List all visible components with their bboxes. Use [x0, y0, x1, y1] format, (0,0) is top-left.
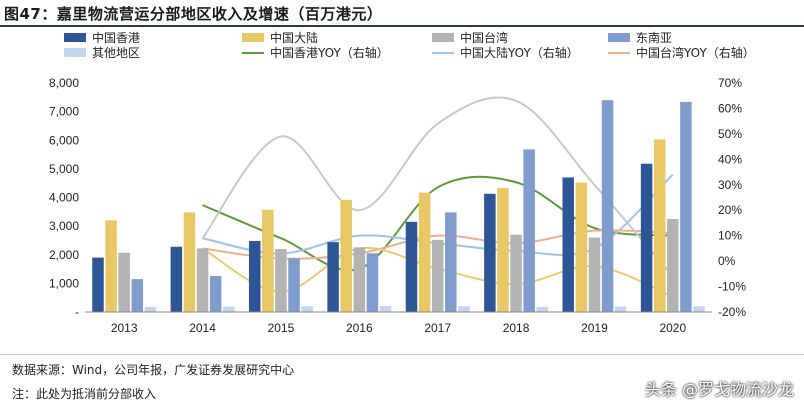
legend-label: 中国大陆 — [270, 30, 318, 45]
y2-tick-label: 30% — [718, 178, 742, 192]
bar — [445, 212, 457, 312]
y-tick-label: 8,000 — [49, 76, 79, 90]
bar — [340, 199, 352, 312]
y-tick-label: 3,000 — [49, 219, 79, 233]
legend-swatch — [64, 33, 86, 42]
y2-tick-label: 40% — [718, 152, 742, 166]
yoy-line — [202, 175, 673, 272]
bar — [196, 248, 209, 312]
chart-title: 图47：嘉里物流营运分部地区收入及增速（百万港元） — [4, 5, 383, 23]
bar — [614, 306, 627, 312]
legend-label: 中国台湾 — [460, 30, 508, 45]
bar — [562, 177, 574, 312]
y2-tick-label: -10% — [718, 280, 746, 294]
y2-tick-label: -20% — [718, 305, 746, 319]
x-tick-label: 2017 — [424, 321, 451, 335]
bar — [497, 188, 509, 312]
footnote: 注：此处为抵消前分部收入 — [12, 387, 157, 401]
legend-swatch — [432, 33, 454, 42]
x-tick-label: 2013 — [111, 321, 138, 335]
bar — [523, 149, 535, 312]
bar — [131, 279, 144, 312]
y-tick-label: 2,000 — [49, 248, 79, 262]
legend-label: 中国大陆YOY（右轴） — [460, 45, 579, 60]
bar — [366, 253, 379, 312]
source-note: 数据来源：Wind，公司年报，广发证券发展研究中心 — [12, 363, 295, 377]
bar — [418, 192, 431, 312]
bar — [248, 241, 261, 312]
bar — [209, 275, 222, 312]
bar — [170, 246, 183, 312]
bar — [431, 239, 444, 312]
y-tick-label: 5,000 — [49, 162, 79, 176]
legend-label: 中国台湾YOY（右轴） — [636, 45, 755, 60]
y2-tick-label: 70% — [718, 76, 742, 90]
legend-swatch — [64, 48, 86, 57]
watermark: 头条 @罗戈物流沙龙 — [644, 380, 794, 399]
x-tick-label: 2015 — [268, 321, 295, 335]
bar — [575, 182, 588, 312]
bar — [275, 249, 287, 312]
bar — [118, 252, 130, 312]
bar — [510, 234, 522, 312]
bar — [405, 221, 418, 312]
legend-label: 东南亚 — [636, 30, 672, 45]
y2-tick-label: 10% — [718, 229, 742, 243]
bar — [640, 163, 653, 312]
legend-label: 中国香港YOY（右轴） — [270, 45, 389, 60]
bar — [327, 242, 339, 312]
bar — [484, 193, 496, 312]
y2-tick-label: 0% — [718, 254, 736, 268]
y2-tick-label: 50% — [718, 127, 742, 141]
axes: - 1,000 2,000 3,000 4,000 5,000 6,000 7,000 8,00… — [49, 76, 746, 335]
bar — [653, 139, 666, 312]
bar — [92, 257, 104, 312]
bar — [667, 218, 679, 312]
bar — [183, 212, 196, 312]
bar — [601, 100, 614, 312]
x-tick-label: 2020 — [659, 321, 686, 335]
x-tick-label: 2019 — [581, 321, 608, 335]
title-bar: 图47：嘉里物流营运分部地区收入及增速（百万港元） — [0, 0, 804, 24]
bar — [144, 306, 157, 312]
y-tick-label: 6,000 — [49, 133, 79, 147]
footer-divider — [0, 354, 804, 355]
bar — [536, 306, 549, 312]
bar — [223, 306, 235, 312]
x-tick-label: 2018 — [503, 321, 530, 335]
bar — [288, 258, 300, 312]
bar — [105, 220, 117, 312]
y-tick-label: 1,000 — [49, 276, 79, 290]
bar — [693, 306, 705, 312]
legend-swatch — [608, 33, 630, 42]
bars — [92, 100, 705, 312]
y-tick-label: 7,000 — [49, 105, 79, 119]
bar — [353, 247, 366, 312]
y2-tick-label: 60% — [718, 101, 742, 115]
y2-tick-label: 20% — [718, 203, 742, 217]
legend-label: 中国香港 — [92, 30, 140, 45]
bar — [458, 306, 470, 312]
yoy-line — [201, 96, 674, 278]
y-tick-label: - — [75, 305, 79, 319]
legend-swatch — [242, 33, 264, 42]
title-divider — [0, 25, 804, 27]
bar — [262, 209, 274, 312]
x-tick-label: 2016 — [346, 321, 373, 335]
x-tick-label: 2014 — [189, 321, 216, 335]
bar — [588, 237, 601, 312]
y-tick-label: 4,000 — [49, 191, 79, 205]
bar — [301, 306, 313, 312]
bar — [680, 101, 692, 312]
bar — [379, 305, 392, 312]
legend-label: 其他地区 — [92, 46, 140, 60]
